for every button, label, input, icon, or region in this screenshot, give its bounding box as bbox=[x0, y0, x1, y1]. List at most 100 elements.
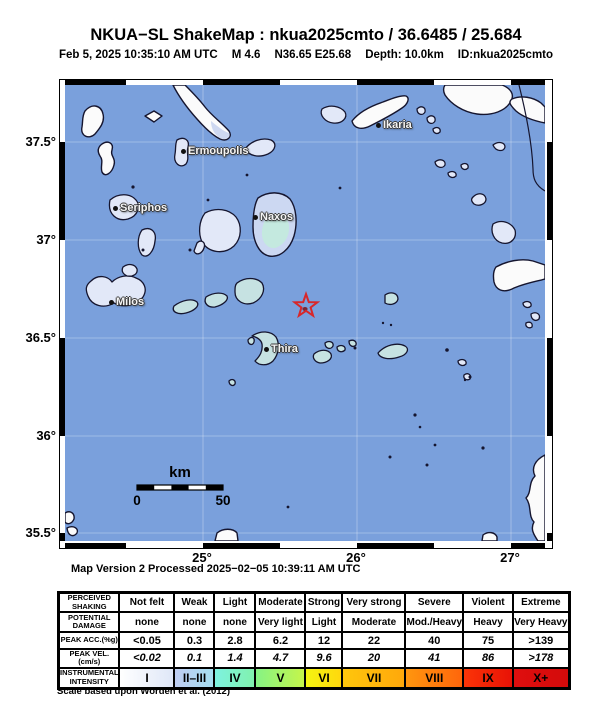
intensity-cell: VII bbox=[341, 666, 407, 689]
place-label: Thira bbox=[271, 343, 298, 355]
map-border-bottom bbox=[65, 543, 545, 548]
lat-tick-label: 37° bbox=[36, 232, 56, 247]
place-label: Naxos bbox=[260, 211, 294, 223]
islands-pale bbox=[85, 105, 541, 381]
legend-cell: 86 bbox=[462, 648, 515, 669]
intensity-cell: IV bbox=[213, 666, 257, 689]
island-naxos bbox=[252, 192, 297, 257]
legend-cell: <0.05 bbox=[118, 631, 176, 650]
islet-dots bbox=[131, 173, 485, 509]
lon-tick-label: 25° bbox=[192, 550, 212, 565]
legend-cell: Very light bbox=[254, 611, 307, 633]
lat-tick-label: 36° bbox=[36, 428, 56, 443]
legend-cell: Heavy bbox=[462, 611, 515, 633]
lat-tick-label: 37.5° bbox=[25, 134, 56, 149]
place-dot bbox=[376, 122, 381, 128]
intensity-cell: X+ bbox=[512, 666, 571, 689]
row-header: PEAK VEL.(cm/s) bbox=[57, 648, 121, 669]
scale-bar: km 0 50 bbox=[133, 464, 230, 508]
legend-cell: Not felt bbox=[118, 591, 176, 613]
place-dot bbox=[113, 205, 118, 211]
row-header: PEAK ACC.(%g) bbox=[57, 631, 121, 650]
place-dot bbox=[264, 346, 269, 352]
lat-tick-label: 35.5° bbox=[25, 525, 56, 540]
scale-footnote: Scale based upon Worden et al. (2012) bbox=[57, 686, 230, 697]
map-version-note: Map Version 2 Processed 2025−02−05 10:39… bbox=[71, 563, 361, 575]
legend-cell: Mod./Heavy bbox=[404, 611, 465, 633]
legend-cell: Severe bbox=[404, 591, 465, 613]
island-shading bbox=[211, 121, 230, 140]
place-dot bbox=[253, 214, 258, 220]
place-dot bbox=[109, 299, 114, 305]
scale-unit-label: km bbox=[169, 464, 191, 481]
lon-tick-label: 26° bbox=[346, 550, 366, 565]
scale-max-label: 50 bbox=[215, 493, 230, 508]
event-summary-line: Feb 5, 2025 10:35:10 AM UTC M 4.6 N36.65… bbox=[0, 49, 612, 61]
legend-cell: none bbox=[118, 611, 176, 633]
place-milos: Milos bbox=[109, 296, 144, 308]
sea bbox=[65, 85, 545, 541]
scale-min-label: 0 bbox=[133, 493, 141, 508]
place-label: Seriphos bbox=[120, 202, 168, 214]
event-id: ID:nkua2025cmto bbox=[457, 49, 554, 61]
epicenter-star-icon bbox=[291, 290, 321, 319]
row-header: INSTRUMENTAL INTENSITY bbox=[57, 666, 121, 689]
legend-cell: none bbox=[173, 611, 216, 633]
event-depth: Depth: 10.0km bbox=[365, 49, 444, 61]
place-label: Milos bbox=[116, 296, 145, 308]
event-datetime: Feb 5, 2025 10:35:10 AM UTC bbox=[58, 49, 218, 61]
intensity-cell: II–III bbox=[173, 666, 216, 689]
legend-cell: Very Heavy bbox=[512, 611, 571, 633]
row-peak-vel: PEAK VEL.(cm/s) <0.02 0.1 1.4 4.7 9.6 20… bbox=[57, 648, 571, 669]
intensity-cell: VIII bbox=[404, 666, 465, 689]
map-frame: km 0 50 Ermoupolis bbox=[59, 79, 553, 549]
legend-cell: 41 bbox=[404, 648, 465, 669]
legend-cell: 0.3 bbox=[173, 631, 216, 650]
event-magnitude: M 4.6 bbox=[231, 49, 261, 61]
row-header: PERCEIVED SHAKING bbox=[57, 591, 121, 613]
map-svg: km 0 50 bbox=[65, 85, 545, 541]
legend-cell: Very strong bbox=[341, 591, 407, 613]
lat-tick-label: 36.5° bbox=[25, 330, 56, 345]
legend-cell: 9.6 bbox=[304, 648, 344, 669]
event-coordinates: N36.65 E25.68 bbox=[274, 49, 352, 61]
legend-cell: 1.4 bbox=[213, 648, 257, 669]
legend-cell: none bbox=[213, 611, 257, 633]
row-potential-damage: POTENTIAL DAMAGE none none none Very lig… bbox=[57, 611, 571, 633]
legend-cell: 0.1 bbox=[173, 648, 216, 669]
legend-cell: 2.8 bbox=[213, 631, 257, 650]
legend-cell: Weak bbox=[173, 591, 216, 613]
graticule bbox=[65, 85, 545, 541]
legend-cell: Light bbox=[304, 611, 344, 633]
legend-cell: 40 bbox=[404, 631, 465, 650]
row-header: POTENTIAL DAMAGE bbox=[57, 611, 121, 633]
legend-cell: Extreme bbox=[512, 591, 571, 613]
map-border-right bbox=[547, 85, 552, 541]
legend-cell: Moderate bbox=[254, 591, 307, 613]
intensity-cell: V bbox=[254, 666, 307, 689]
map-canvas: km 0 50 Ermoupolis bbox=[65, 85, 545, 541]
intensity-cell: IX bbox=[462, 666, 515, 689]
map-border-top bbox=[65, 80, 545, 85]
intensity-cell: VI bbox=[304, 666, 344, 689]
place-thira: Thira bbox=[264, 343, 298, 355]
legend-cell: 6.2 bbox=[254, 631, 307, 650]
place-label: Ermoupolis bbox=[188, 145, 249, 157]
legend-cell: 20 bbox=[341, 648, 407, 669]
row-perceived-shaking: PERCEIVED SHAKING Not felt Weak Light Mo… bbox=[57, 591, 571, 613]
legend-cell: Light bbox=[213, 591, 257, 613]
place-naxos: Naxos bbox=[253, 211, 293, 223]
legend-cell: <0.02 bbox=[118, 648, 176, 669]
place-dot bbox=[181, 148, 186, 154]
legend-cell: Moderate bbox=[341, 611, 407, 633]
map-border-left bbox=[60, 85, 65, 541]
intensity-cell: I bbox=[118, 666, 176, 689]
place-label: Ikaria bbox=[383, 119, 412, 131]
page-title: NKUA−SL ShakeMap : nkua2025cmto / 36.648… bbox=[90, 26, 522, 44]
legend-cell: 12 bbox=[304, 631, 344, 650]
place-ermoupolis: Ermoupolis bbox=[181, 145, 249, 157]
legend-cell: 22 bbox=[341, 631, 407, 650]
row-instrumental-intensity: INSTRUMENTAL INTENSITY I II–III IV V VI … bbox=[57, 666, 571, 689]
coastline-contour bbox=[518, 85, 545, 192]
